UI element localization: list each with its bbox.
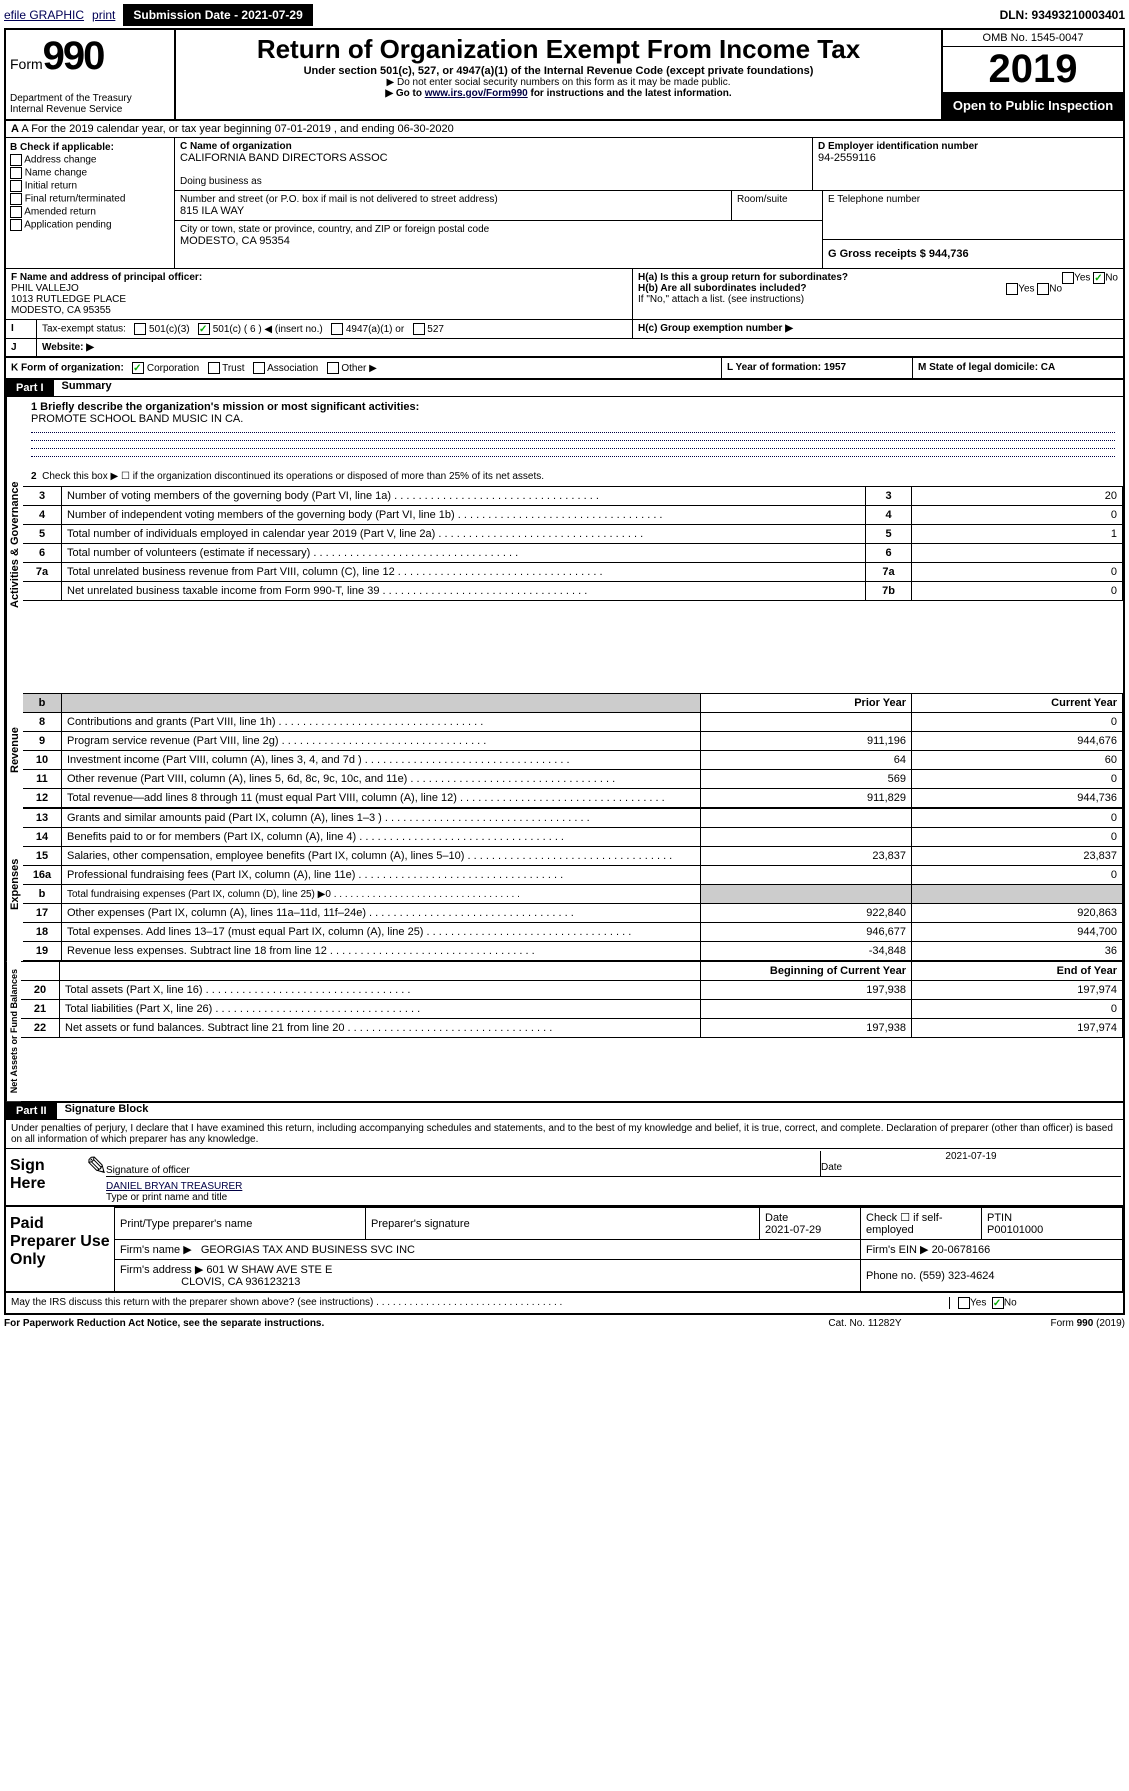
vert-net: Net Assets or Fund Balances xyxy=(6,961,21,1101)
table-row: 11Other revenue (Part VIII, column (A), … xyxy=(23,770,1123,789)
form-title: Return of Organization Exempt From Incom… xyxy=(180,34,937,65)
officer-addr: 1013 RUTLEDGE PLACE xyxy=(11,294,627,305)
mission-text: PROMOTE SCHOOL BAND MUSIC IN CA. xyxy=(31,413,243,425)
dept-label: Department of the Treasury xyxy=(10,93,170,104)
officer-city: MODESTO, CA 95355 xyxy=(11,305,627,316)
table-row: 12Total revenue—add lines 8 through 11 (… xyxy=(23,789,1123,808)
submission-date-button[interactable]: Submission Date - 2021-07-29 xyxy=(123,4,312,26)
section-b: B Check if applicable: Address change Na… xyxy=(6,138,175,268)
part2-title: Signature Block xyxy=(57,1103,149,1119)
section-a: A A For the 2019 calendar year, or tax y… xyxy=(6,121,1123,138)
top-bar: efile GRAPHIC print Submission Date - 20… xyxy=(4,4,1125,26)
open-public-badge: Open to Public Inspection xyxy=(943,92,1123,119)
irs-form990-link[interactable]: www.irs.gov/Form990 xyxy=(425,88,528,99)
form-subtitle: Under section 501(c), 527, or 4947(a)(1)… xyxy=(180,65,937,77)
pen-icon: ✎ xyxy=(86,1151,106,1203)
table-row: 8Contributions and grants (Part VIII, li… xyxy=(23,713,1123,732)
part2-label: Part II xyxy=(6,1103,57,1119)
tax-year: 2019 xyxy=(943,47,1123,92)
note-ssn: ▶ Do not enter social security numbers o… xyxy=(180,77,937,88)
table-row: 20Total assets (Part X, line 16)197,9381… xyxy=(21,981,1123,1000)
table-row: 9Program service revenue (Part VIII, lin… xyxy=(23,732,1123,751)
gross-receipts: G Gross receipts $ 944,736 xyxy=(828,248,969,260)
checkbox-initial-return[interactable]: Initial return xyxy=(10,180,170,192)
checkbox-final-return-terminated[interactable]: Final return/terminated xyxy=(10,193,170,205)
note-goto: ▶ Go to www.irs.gov/Form990 for instruct… xyxy=(180,88,937,99)
vert-revenue: Revenue xyxy=(6,693,23,808)
jurat-text: Under penalties of perjury, I declare th… xyxy=(6,1120,1123,1148)
print-link[interactable]: print xyxy=(92,8,115,22)
table-row: 21Total liabilities (Part X, line 26)0 xyxy=(21,1000,1123,1019)
street-address: 815 ILA WAY xyxy=(180,205,726,217)
checkbox-name-change[interactable]: Name change xyxy=(10,167,170,179)
officer-name: PHIL VALLEJO xyxy=(11,283,627,294)
sign-here-label: Sign Here xyxy=(6,1149,84,1205)
table-row: 22Net assets or fund balances. Subtract … xyxy=(21,1019,1123,1038)
vert-expenses: Expenses xyxy=(6,808,23,961)
vert-activities: Activities & Governance xyxy=(6,397,23,693)
table-row: 10Investment income (Part VIII, column (… xyxy=(23,751,1123,770)
ein: 94-2559116 xyxy=(818,152,1118,164)
efile-link[interactable]: efile GRAPHIC xyxy=(4,8,84,22)
part1-title: Summary xyxy=(54,380,112,396)
paid-preparer-label: Paid Preparer Use Only xyxy=(6,1207,114,1291)
checkbox-address-change[interactable]: Address change xyxy=(10,154,170,166)
part1-label: Part I xyxy=(6,380,54,396)
dln-label: DLN: 93493210003401 xyxy=(1000,8,1125,22)
form-number: Form 990 xyxy=(10,34,170,79)
omb-number: OMB No. 1545-0047 xyxy=(943,30,1123,47)
org-name: CALIFORNIA BAND DIRECTORS ASSOC xyxy=(180,152,807,164)
officer-sig-name: DANIEL BRYAN TREASURER xyxy=(106,1181,1121,1192)
firm-name: GEORGIAS TAX AND BUSINESS SVC INC xyxy=(201,1244,415,1256)
checkbox-amended-return[interactable]: Amended return xyxy=(10,206,170,218)
irs-label: Internal Revenue Service xyxy=(10,104,170,115)
section-e: E Telephone number xyxy=(828,194,1118,205)
checkbox-application-pending[interactable]: Application pending xyxy=(10,219,170,231)
city-state-zip: MODESTO, CA 95354 xyxy=(180,235,817,247)
